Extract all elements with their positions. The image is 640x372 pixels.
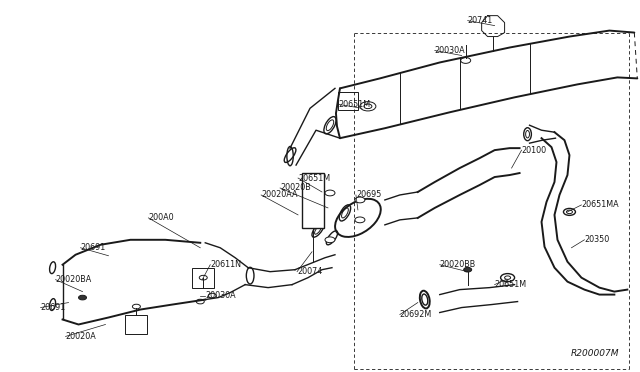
Text: 20695: 20695 [356,190,381,199]
Text: 20651M: 20651M [298,173,330,183]
Text: 20691: 20691 [81,243,106,252]
Text: 20020A: 20020A [65,332,96,341]
Text: R200007M: R200007M [570,349,619,358]
Text: 20020BA: 20020BA [56,275,92,284]
Text: 20611N: 20611N [210,260,241,269]
Polygon shape [482,16,504,36]
Circle shape [563,208,575,215]
Circle shape [132,304,140,309]
Bar [338,92,358,110]
Text: 200A0: 200A0 [148,214,174,222]
Text: 20020BB: 20020BB [440,260,476,269]
Circle shape [196,299,204,304]
Circle shape [355,217,365,223]
Bar [192,268,214,288]
Circle shape [325,237,335,243]
Circle shape [461,58,470,63]
Text: 20030A: 20030A [205,291,236,300]
Text: 20651M: 20651M [495,280,527,289]
Circle shape [79,295,86,300]
Circle shape [464,267,472,272]
Text: 20741: 20741 [468,16,493,25]
Circle shape [208,293,216,298]
Text: 20100: 20100 [522,145,547,155]
Text: 20074: 20074 [297,267,323,276]
Circle shape [199,275,207,280]
Bar [125,314,147,334]
Text: 20350: 20350 [584,235,610,244]
Text: 20691: 20691 [40,303,66,312]
Text: 20651MA: 20651MA [581,201,619,209]
Circle shape [500,273,515,282]
Circle shape [355,197,365,203]
Circle shape [325,190,335,196]
Text: 20020B: 20020B [280,183,311,192]
Text: 20030A: 20030A [435,46,465,55]
Bar [302,173,324,228]
Text: 20692M: 20692M [400,310,432,319]
Text: 20651M: 20651M [338,100,370,109]
Text: 20020AA: 20020AA [261,190,298,199]
